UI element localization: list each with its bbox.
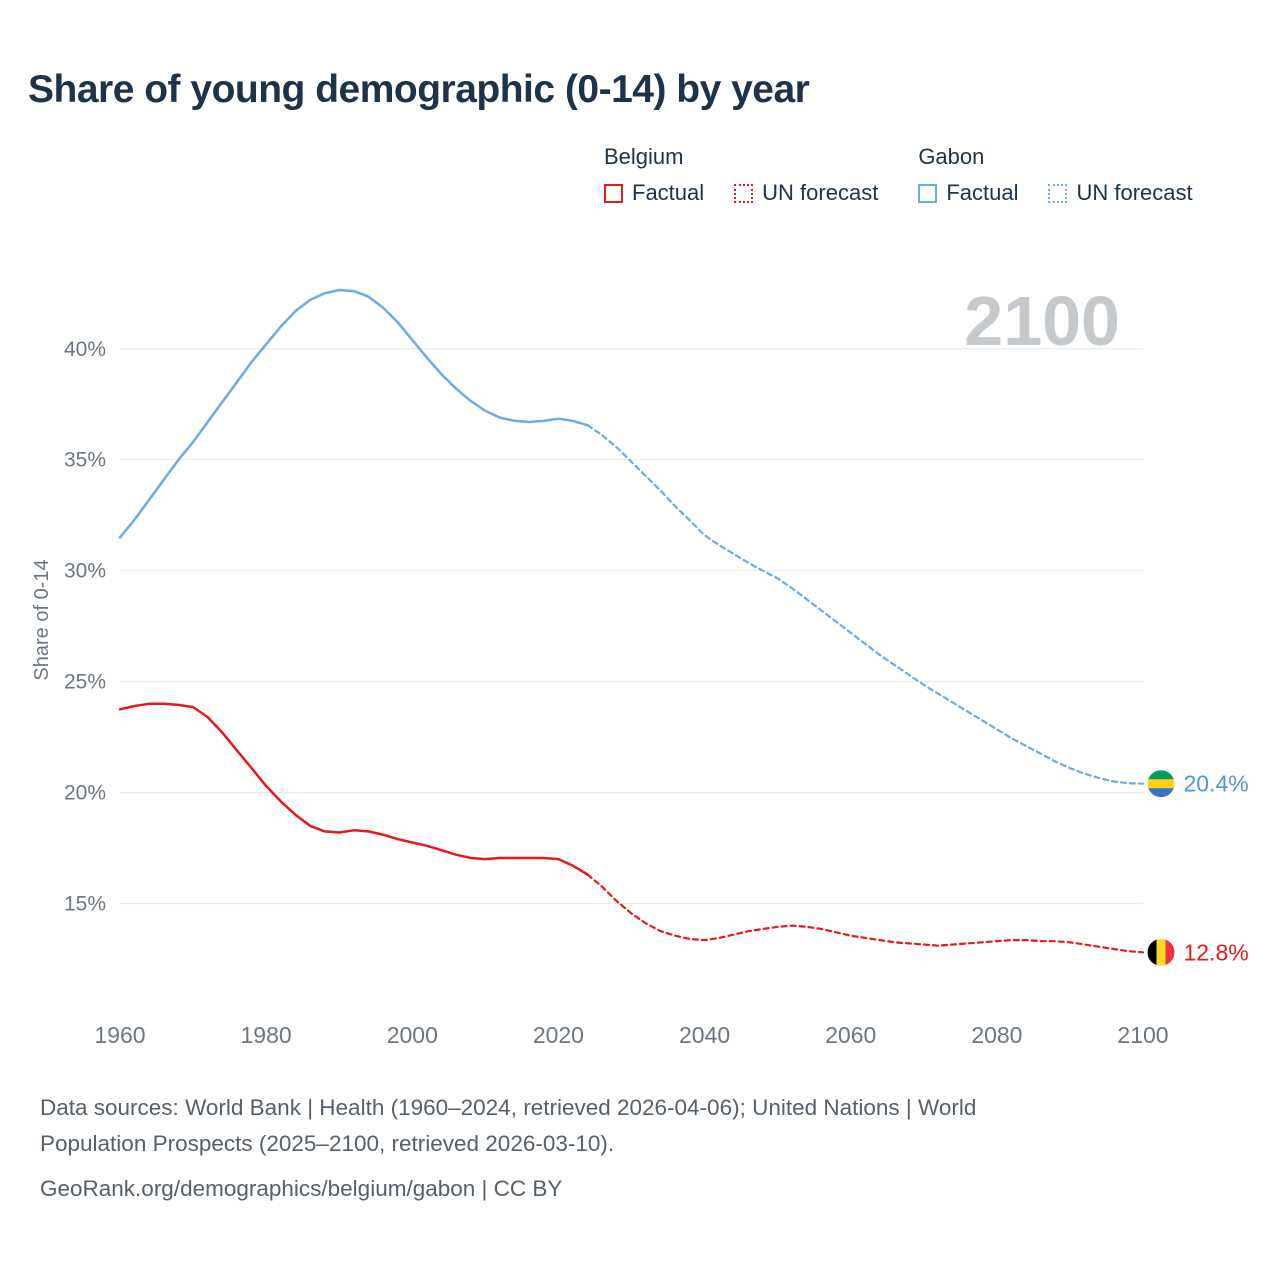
legend-group-gabon: Gabon Factual UN forecast <box>918 144 1193 206</box>
legend-entry-label: UN forecast <box>1076 180 1193 205</box>
legend-entry-gabon-forecast: UN forecast <box>1048 180 1193 206</box>
legend-country-name: Belgium <box>604 144 684 169</box>
y-tick-label: 40% <box>64 338 106 361</box>
x-tick-label: 2060 <box>825 1022 876 1048</box>
x-tick-label: 2080 <box>971 1022 1022 1048</box>
y-tick-label: 20% <box>64 782 106 805</box>
y-tick-label: 25% <box>64 671 106 694</box>
watermark-year: 2100 <box>964 282 1120 360</box>
legend-swatch-dotted-icon <box>734 183 754 203</box>
legend-entry-label: UN forecast <box>762 180 879 205</box>
end-label-gabon: 20.4% <box>1184 771 1249 797</box>
legend-country-name: Gabon <box>918 144 985 169</box>
legend-entry-belgium-forecast: UN forecast <box>734 180 878 206</box>
series-belgium-forecast <box>586 873 1145 954</box>
x-tick-label: 2000 <box>387 1022 438 1048</box>
series-gabon-factual <box>118 288 589 539</box>
legend-entry-label: Factual <box>632 180 705 205</box>
x-tick-label: 1980 <box>241 1022 292 1048</box>
flag-belgium-icon <box>1147 938 1175 966</box>
legend-swatch-solid-icon <box>918 183 938 203</box>
footer: Data sources: World Bank | Health (1960–… <box>40 1090 1200 1207</box>
page-title: Share of young demographic (0-14) by yea… <box>28 68 810 111</box>
legend-group-belgium: Belgium Factual UN forecast <box>604 144 878 206</box>
legend-entry-gabon-factual: Factual <box>918 180 1018 206</box>
x-tick-label: 2040 <box>679 1022 730 1048</box>
legend: Belgium Factual UN forecast Gabon Factua… <box>604 144 1193 206</box>
end-label-belgium: 12.8% <box>1184 939 1249 965</box>
series-gabon-forecast <box>586 424 1145 785</box>
flag-gabon-icon <box>1147 770 1175 798</box>
y-tick-label: 30% <box>64 560 106 583</box>
legend-entry-label: Factual <box>946 180 1019 205</box>
legend-swatch-dotted-icon <box>1048 183 1068 203</box>
y-tick-label: 35% <box>64 449 106 472</box>
y-tick-label: 15% <box>64 893 106 916</box>
x-tick-label: 2100 <box>1117 1022 1168 1048</box>
data-sources-line: Population Prospects (2025–2100, retriev… <box>40 1131 615 1156</box>
series-belgium-factual <box>118 702 589 876</box>
x-tick-label: 1960 <box>94 1022 145 1048</box>
attribution-line: GeoRank.org/demographics/belgium/gabon |… <box>40 1176 563 1201</box>
y-axis-title: Share of 0-14 <box>31 559 53 680</box>
legend-entry-belgium-factual: Factual <box>604 180 704 206</box>
legend-swatch-solid-icon <box>604 183 623 203</box>
x-tick-label: 2020 <box>533 1022 584 1048</box>
data-sources-line: Data sources: World Bank | Health (1960–… <box>40 1095 977 1120</box>
